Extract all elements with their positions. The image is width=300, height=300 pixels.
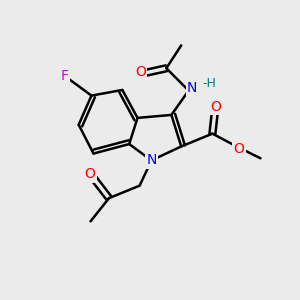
Text: O: O	[135, 65, 146, 79]
Text: O: O	[234, 142, 244, 155]
Text: O: O	[210, 100, 221, 114]
Text: -H: -H	[202, 76, 217, 90]
Text: N: N	[187, 81, 197, 94]
Text: N: N	[146, 153, 157, 167]
Text: O: O	[85, 167, 95, 182]
Text: F: F	[60, 69, 68, 83]
